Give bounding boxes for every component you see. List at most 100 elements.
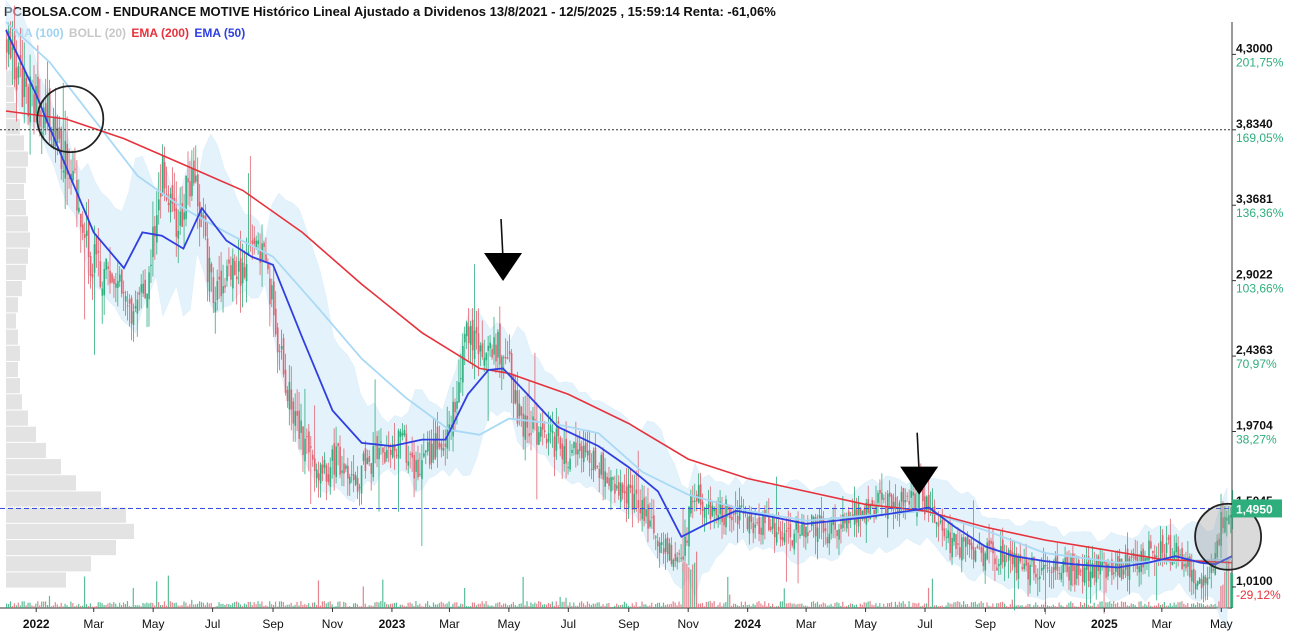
candle-body: [193, 160, 195, 184]
candle-body: [551, 430, 554, 434]
candle-body: [736, 515, 739, 525]
candle-body: [627, 484, 630, 509]
candle-body: [1021, 567, 1024, 570]
candle-body: [1120, 558, 1123, 580]
volume-bar: [738, 606, 741, 608]
candle-body: [879, 489, 881, 494]
y-tick-pct-label: 169,05%: [1236, 131, 1284, 145]
candle-body: [415, 460, 417, 472]
candle-body: [321, 464, 324, 474]
candle-body: [354, 475, 357, 485]
volume-bar: [816, 601, 819, 608]
candle-body: [497, 331, 499, 358]
candle-body: [504, 357, 507, 359]
candle-body: [637, 500, 640, 509]
volume-bar: [549, 603, 552, 608]
candle-body: [1167, 537, 1170, 540]
volume-bar: [366, 606, 368, 608]
volume-bar: [834, 602, 836, 608]
volume-bar: [95, 606, 97, 608]
candle-body: [602, 452, 605, 480]
profile-bar: [6, 378, 20, 394]
volume-bar: [409, 602, 411, 608]
volume-bar: [573, 602, 575, 608]
legend-boll20[interactable]: BOLL (20): [68, 26, 127, 40]
volume-bar: [935, 605, 937, 608]
candle-body: [575, 442, 577, 455]
profile-bar: [6, 313, 16, 329]
volume-bar: [733, 603, 735, 608]
x-tick-label: May: [1210, 617, 1233, 631]
volume-bar: [1058, 602, 1060, 608]
volume-bar: [543, 604, 546, 608]
legend-ema50[interactable]: EMA (50): [194, 26, 246, 40]
profile-bar: [6, 70, 12, 86]
candle-body: [725, 499, 727, 528]
candle-body: [212, 277, 215, 304]
volume-bar: [658, 602, 661, 608]
volume-bar: [686, 563, 688, 608]
volume-bar: [218, 602, 220, 608]
candle-body: [159, 192, 162, 197]
volume-bar: [17, 602, 19, 608]
volume-bar: [910, 606, 912, 608]
volume-profile: [6, 70, 134, 588]
volume-bar: [1196, 602, 1199, 608]
volume-bar: [803, 605, 805, 608]
volume-bar: [171, 602, 173, 608]
volume-bar: [1212, 604, 1214, 608]
volume-bar: [1169, 603, 1171, 608]
candle-body: [54, 115, 57, 147]
candle-body: [748, 515, 751, 534]
candle-body: [857, 503, 860, 527]
candle-body: [731, 516, 733, 521]
legend-ema200[interactable]: EMA (200): [131, 26, 189, 40]
volume-bar: [1117, 602, 1119, 608]
candle-body: [604, 471, 606, 487]
volume-bar: [783, 588, 785, 608]
candle-body: [161, 155, 164, 195]
candle-body: [723, 517, 725, 526]
candle-body: [290, 389, 293, 410]
candle-body: [692, 500, 694, 502]
candle-body: [257, 240, 260, 245]
volume-bar: [775, 606, 778, 608]
candle-body: [1194, 583, 1197, 590]
volume-bar: [1019, 605, 1021, 608]
candle-body: [543, 430, 546, 432]
candle-body: [1175, 542, 1178, 553]
candle-body: [368, 456, 371, 462]
candle-body: [43, 107, 45, 129]
candle-body: [612, 477, 614, 480]
candle-body: [222, 286, 224, 294]
volume-bar: [175, 602, 177, 608]
candle-body: [97, 251, 100, 253]
volume-bar: [159, 605, 162, 608]
candle-body: [579, 443, 581, 452]
candle-body: [1216, 540, 1219, 558]
volume-bar: [43, 601, 45, 608]
x-tick-label: Mar: [1151, 617, 1172, 631]
volume-bar: [1161, 604, 1164, 608]
candle-body: [1179, 554, 1181, 556]
candle-body: [1072, 553, 1074, 571]
volume-bar: [1111, 603, 1113, 608]
candle-body: [456, 401, 458, 409]
volume-bar: [627, 605, 629, 608]
candle-body: [1208, 577, 1211, 579]
volume-bar: [115, 603, 117, 608]
candle-body: [403, 430, 406, 436]
volume-bar: [491, 605, 493, 608]
candle-body: [773, 523, 776, 538]
candle-body: [286, 389, 289, 402]
x-tick-label: Mar: [439, 617, 460, 631]
volume-bar: [237, 602, 240, 608]
volume-bar: [241, 606, 244, 608]
volume-bar: [280, 601, 283, 608]
volume-bar: [614, 605, 616, 608]
candle-body: [269, 278, 271, 305]
candle-body: [803, 523, 805, 537]
volume-bar: [781, 601, 783, 608]
candle-body: [974, 550, 977, 562]
